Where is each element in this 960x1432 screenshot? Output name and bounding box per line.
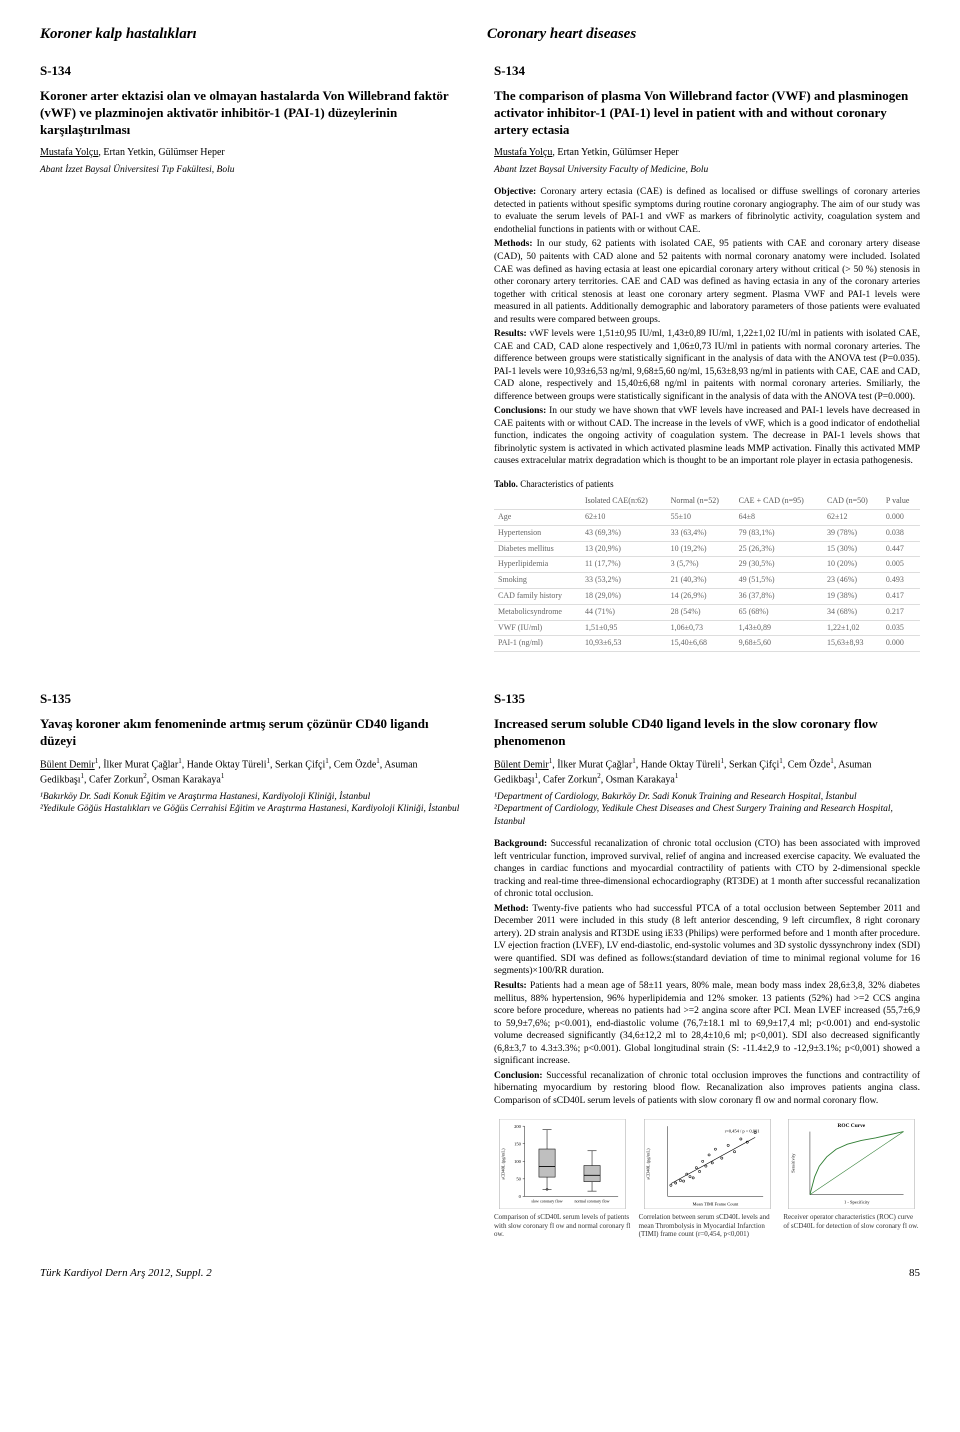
results-text: vWF levels were 1,51±0,95 IU/ml, 1,43±0,… <box>494 329 920 402</box>
authors-rest: , Ertan Yetkin, Gülümser Heper <box>98 147 224 158</box>
affiliation: ¹Department of Cardiology, Bakırköy Dr. … <box>494 791 920 828</box>
results-label: Results: <box>494 981 527 991</box>
svg-text:200: 200 <box>514 1124 522 1129</box>
svg-text:slow coronary flow: slow coronary flow <box>531 1199 562 1204</box>
affiliation: Abant Izzet Baysal University Faculty of… <box>494 164 920 176</box>
figure-scatter: r=0,454 / p < 0,001Mean TIMI Frame Count… <box>639 1119 776 1238</box>
abstract-id: S-134 <box>494 62 920 80</box>
author-underline: Mustafa Yolçu <box>494 147 552 158</box>
results-text: Patients had a mean age of 58±11 years, … <box>494 981 920 1066</box>
svg-text:Sensitivity: Sensitivity <box>791 1153 796 1173</box>
conclusion-label: Conclusion: <box>494 1071 543 1081</box>
abstract-id: S-135 <box>40 690 466 708</box>
s135-left-col: S-135 Yavaş koroner akım fenomeninde art… <box>40 690 466 1238</box>
figure-roc: ROC Curve 1 - Specificity Sensitivity Rece… <box>783 1119 920 1238</box>
methods-text: In our study, 62 patients with isolated … <box>494 239 920 324</box>
figure-boxplot: 050100150200sCD40L (pg/mL)slow coronary … <box>494 1119 631 1238</box>
author-underline: Mustafa Yolçu <box>40 147 98 158</box>
svg-text:sCD40L (pg/mL): sCD40L (pg/mL) <box>501 1148 506 1180</box>
page-footer: Türk Kardiyol Dern Arş 2012, Suppl. 2 85 <box>40 1266 920 1281</box>
affiliation: ¹Bakırköy Dr. Sadi Konuk Eğitim ve Araşt… <box>40 791 466 816</box>
background-text: Successful recanalization of chronic tot… <box>494 839 920 899</box>
method-label: Method: <box>494 904 529 914</box>
abstract-title: The comparison of plasma Von Willebrand … <box>494 88 920 139</box>
table-caption-bold: Tablo. <box>494 479 518 489</box>
results-label: Results: <box>494 329 527 339</box>
roc-chart: ROC Curve 1 - Specificity Sensitivity <box>783 1119 920 1209</box>
boxplot-chart: 050100150200sCD40L (pg/mL)slow coronary … <box>494 1119 631 1209</box>
svg-text:150: 150 <box>514 1142 522 1147</box>
abstract-id: S-134 <box>40 62 466 80</box>
s134-right-col: S-134 The comparison of plasma Von Wille… <box>494 62 920 652</box>
abstract-title: Increased serum soluble CD40 ligand leve… <box>494 716 920 750</box>
s135-right-col: S-135 Increased serum soluble CD40 ligan… <box>494 690 920 1238</box>
figures-row: 050100150200sCD40L (pg/mL)slow coronary … <box>494 1119 920 1238</box>
svg-text:sCD40L (pg/mL): sCD40L (pg/mL) <box>645 1148 650 1180</box>
authors: Bülent Demir1, İlker Murat Çağlar1, Hand… <box>40 757 466 787</box>
authors: Mustafa Yolçu, Ertan Yetkin, Gülümser He… <box>40 146 466 160</box>
s134-left-col: S-134 Koroner arter ektazisi olan ve olm… <box>40 62 466 652</box>
authors: Bülent Demir1, İlker Murat Çağlar1, Hand… <box>494 757 920 787</box>
abstract-body: Background: Successful recanalization of… <box>494 838 920 1107</box>
objective-label: Objective: <box>494 187 536 197</box>
abstract-title: Yavaş koroner akım fenomeninde artmış se… <box>40 716 466 750</box>
svg-text:100: 100 <box>514 1159 522 1164</box>
header-left: Koroner kalp hastalıkları <box>40 24 473 44</box>
abstract-title: Koroner arter ektazisi olan ve olmayan h… <box>40 88 466 139</box>
svg-text:Mean TIMI Frame Count: Mean TIMI Frame Count <box>692 1202 739 1207</box>
affil-1: ¹Bakırköy Dr. Sadi Konuk Eğitim ve Araşt… <box>40 791 466 803</box>
table-caption-text: Characteristics of patients <box>518 479 614 489</box>
conclusion-text: Successful recanalization of chronic tot… <box>494 1071 920 1106</box>
methods-label: Methods: <box>494 239 533 249</box>
method-text: Twenty-five patients who had successful … <box>494 904 920 977</box>
conclusions-label: Conclusions: <box>494 406 546 416</box>
affil-1: ¹Department of Cardiology, Bakırköy Dr. … <box>494 791 920 803</box>
svg-text:50: 50 <box>516 1177 521 1182</box>
figure-caption: Correlation between serum sCD40L levels … <box>639 1213 776 1238</box>
background-label: Background: <box>494 839 547 849</box>
authors-rest: , Ertan Yetkin, Gülümser Heper <box>552 147 678 158</box>
svg-text:normal coronary flow: normal coronary flow <box>574 1199 609 1204</box>
row-s134: S-134 Koroner arter ektazisi olan ve olm… <box>40 62 920 652</box>
abstract-body: Objective: Coronary artery ectasia (CAE)… <box>494 186 920 468</box>
page-category-headers: Koroner kalp hastalıkları Coronary heart… <box>40 24 920 44</box>
scatter-chart: r=0,454 / p < 0,001Mean TIMI Frame Count… <box>639 1119 776 1209</box>
figure-caption: Receiver operator characteristics (ROC) … <box>783 1213 920 1230</box>
table-caption: Tablo. Characteristics of patients <box>494 478 920 490</box>
svg-text:1 - Specificity: 1 - Specificity <box>844 1200 870 1205</box>
header-right: Coronary heart diseases <box>473 24 920 44</box>
conclusions-text: In our study we have shown that vWF leve… <box>494 406 920 466</box>
authors: Mustafa Yolçu, Ertan Yetkin, Gülümser He… <box>494 146 920 160</box>
affil-2: ²Yedikule Göğüs Hastalıkları ve Göğüs Ce… <box>40 803 466 815</box>
row-s135: S-135 Yavaş koroner akım fenomeninde art… <box>40 690 920 1238</box>
abstract-id: S-135 <box>494 690 920 708</box>
characteristics-table: Isolated CAE(n:62)Normal (n=52)CAE + CAD… <box>494 494 920 652</box>
affil-2: ²Department of Cardiology, Yedikule Ches… <box>494 803 920 828</box>
objective-text: Coronary artery ectasia (CAE) is defined… <box>494 187 920 235</box>
affiliation: Abant İzzet Baysal Üniversitesi Tıp Fakü… <box>40 164 466 176</box>
footer-page-number: 85 <box>909 1266 920 1281</box>
figure-caption: Comparison of sCD40L serum levels of pat… <box>494 1213 631 1238</box>
svg-text:ROC Curve: ROC Curve <box>838 1123 866 1129</box>
footer-journal: Türk Kardiyol Dern Arş 2012, Suppl. 2 <box>40 1266 212 1281</box>
